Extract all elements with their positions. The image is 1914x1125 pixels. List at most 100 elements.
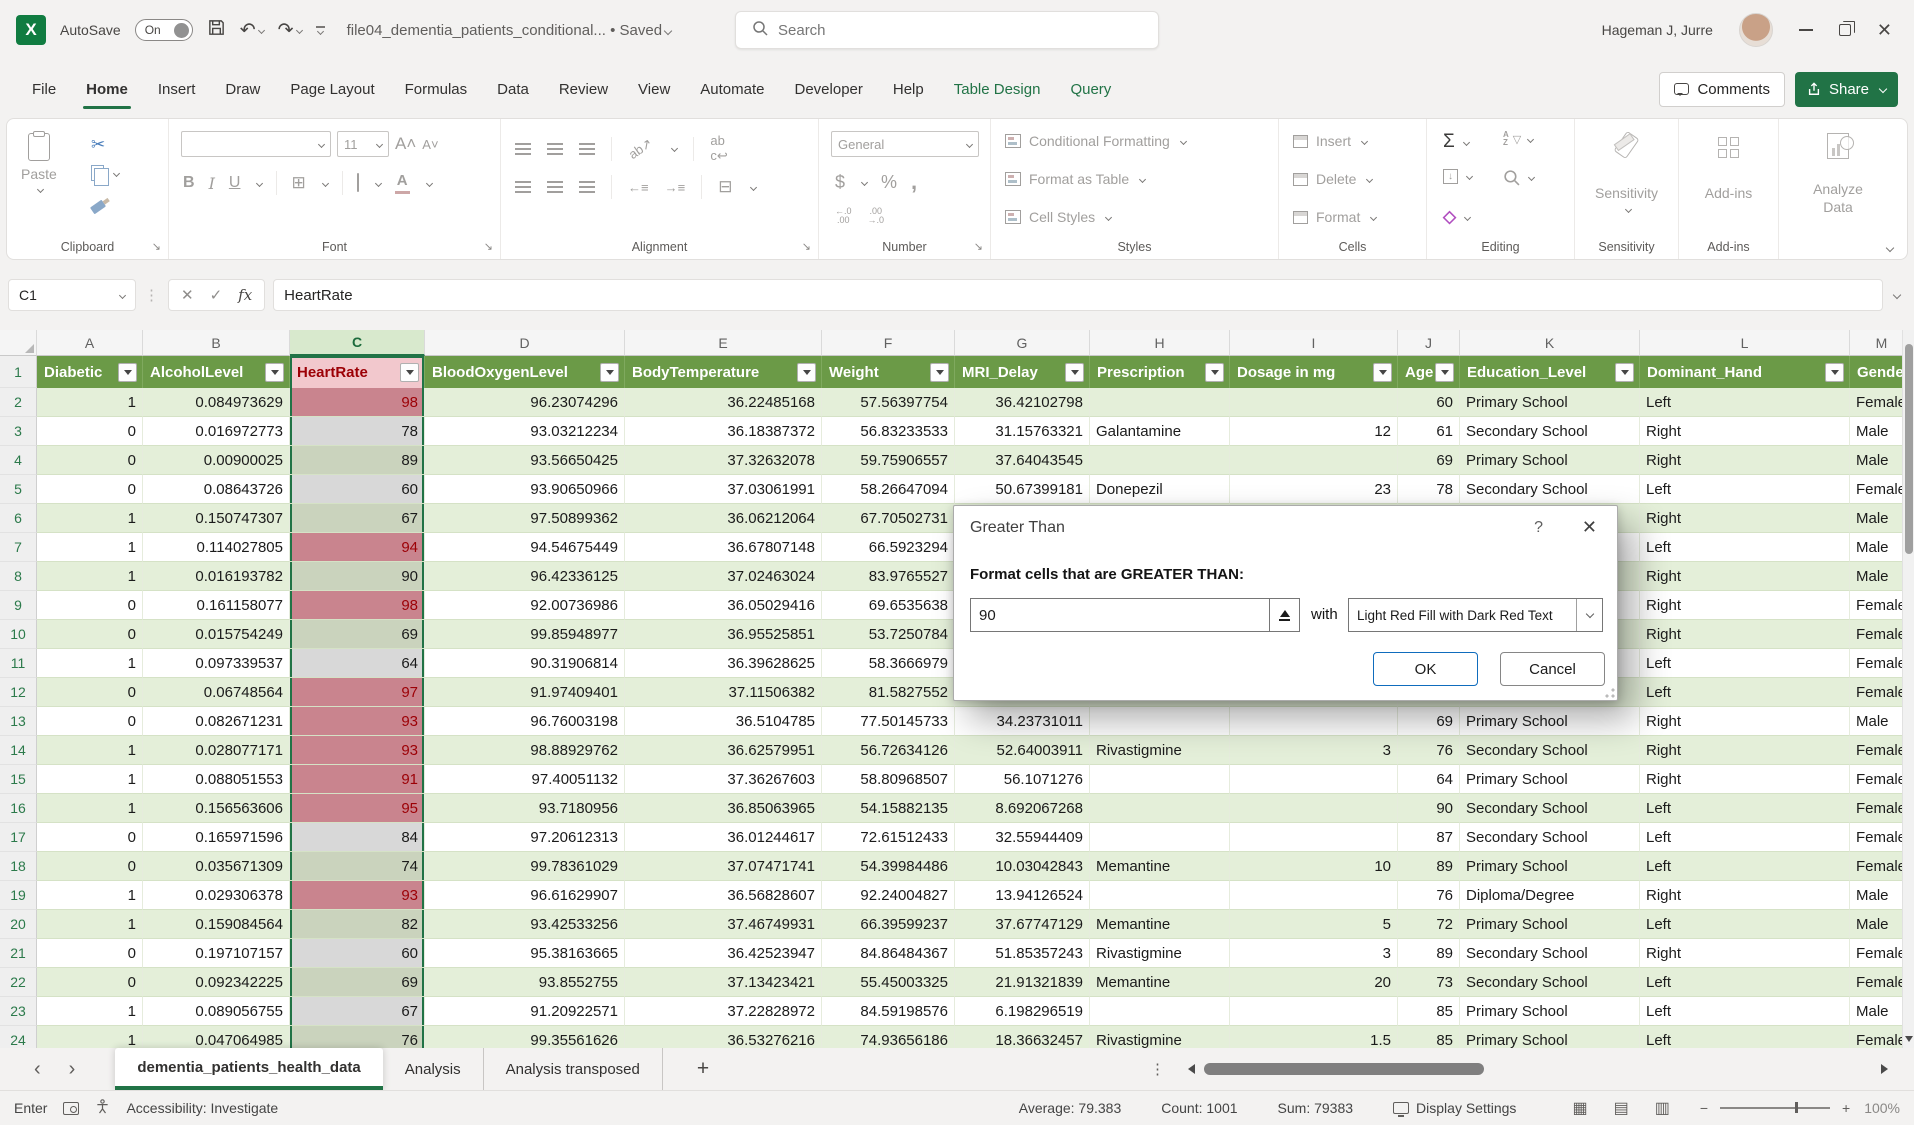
row-number-24[interactable]: 24 (0, 1026, 37, 1048)
row-number-17[interactable]: 17 (0, 823, 37, 852)
orientation-icon[interactable]: ab↗ (625, 134, 656, 162)
cell-K21[interactable]: Secondary School (1460, 939, 1640, 968)
font-name-combo[interactable] (181, 131, 331, 157)
cell-L23[interactable]: Left (1640, 997, 1850, 1026)
cell-C19[interactable]: 93 (290, 881, 425, 910)
cell-L21[interactable]: Right (1640, 939, 1850, 968)
cell-K14[interactable]: Secondary School (1460, 736, 1640, 765)
horizontal-scrollbar[interactable] (1188, 1061, 1888, 1077)
font-dialog-launcher[interactable]: ↘ (483, 241, 493, 253)
cell-D12[interactable]: 91.97409401 (425, 678, 625, 707)
row-number-10[interactable]: 10 (0, 620, 37, 649)
menu-tab-data[interactable]: Data (497, 80, 529, 98)
cell-C5[interactable]: 60 (290, 475, 425, 504)
cell-C23[interactable]: 67 (290, 997, 425, 1026)
cell-K22[interactable]: Secondary School (1460, 968, 1640, 997)
cell-B13[interactable]: 0.082671231 (143, 707, 290, 736)
cell-J15[interactable]: 64 (1398, 765, 1460, 794)
cell-E11[interactable]: 36.39628625 (625, 649, 822, 678)
column-letter-I[interactable]: I (1230, 330, 1398, 356)
column-letter-L[interactable]: L (1640, 330, 1850, 356)
cell-E4[interactable]: 37.32632078 (625, 446, 822, 475)
cell-B20[interactable]: 0.159084564 (143, 910, 290, 939)
cell-F11[interactable]: 58.3666979 (822, 649, 955, 678)
cell-D23[interactable]: 91.20922571 (425, 997, 625, 1026)
cell-B23[interactable]: 0.089056755 (143, 997, 290, 1026)
cell-I13[interactable] (1230, 707, 1398, 736)
cell-A3[interactable]: 0 (37, 417, 143, 446)
cell-I20[interactable]: 5 (1230, 910, 1398, 939)
header-bodytemperature[interactable]: BodyTemperature (625, 356, 822, 388)
dialog-title[interactable]: Greater Than (970, 519, 1065, 536)
zoom-percent[interactable]: 100% (1864, 1100, 1900, 1116)
paste-button[interactable]: Paste (21, 131, 57, 194)
cell-A9[interactable]: 0 (37, 591, 143, 620)
cell-A12[interactable]: 0 (37, 678, 143, 707)
cell-E17[interactable]: 36.01244617 (625, 823, 822, 852)
cell-A11[interactable]: 1 (37, 649, 143, 678)
cell-D21[interactable]: 95.38163665 (425, 939, 625, 968)
cell-L9[interactable]: Right (1640, 591, 1850, 620)
cell-E21[interactable]: 36.42523947 (625, 939, 822, 968)
cell-J24[interactable]: 85 (1398, 1026, 1460, 1048)
row-number-5[interactable]: 5 (0, 475, 37, 504)
cell-D10[interactable]: 99.85948977 (425, 620, 625, 649)
cell-D3[interactable]: 93.03212234 (425, 417, 625, 446)
cell-F15[interactable]: 58.80968507 (822, 765, 955, 794)
menu-tab-draw[interactable]: Draw (225, 80, 261, 98)
display-settings-button[interactable]: Display Settings (1393, 1100, 1516, 1117)
select-all-corner[interactable] (0, 330, 37, 356)
user-name[interactable]: Hageman J, Jurre (1601, 22, 1713, 38)
align-center-icon[interactable] (547, 181, 563, 193)
scroll-down-icon[interactable] (1905, 1036, 1913, 1042)
copy-button[interactable] (91, 165, 121, 186)
cell-G17[interactable]: 32.55944409 (955, 823, 1090, 852)
cell-J17[interactable]: 87 (1398, 823, 1460, 852)
cell-styles-button[interactable]: Cell Styles (1005, 209, 1113, 225)
cell-D18[interactable]: 99.78361029 (425, 852, 625, 881)
cell-F6[interactable]: 67.70502731 (822, 504, 955, 533)
cell-A8[interactable]: 1 (37, 562, 143, 591)
cell-I23[interactable] (1230, 997, 1398, 1026)
cell-J2[interactable]: 60 (1398, 388, 1460, 417)
cell-E6[interactable]: 36.06212064 (625, 504, 822, 533)
cell-H13[interactable] (1090, 707, 1230, 736)
underline-button[interactable]: U (228, 174, 241, 191)
document-title[interactable]: file04_dementia_patients_conditional... … (347, 22, 673, 39)
format-as-table-button[interactable]: Format as Table (1005, 171, 1147, 187)
cell-I21[interactable]: 3 (1230, 939, 1398, 968)
cell-I19[interactable] (1230, 881, 1398, 910)
restore-button[interactable] (1838, 21, 1855, 36)
row-number-20[interactable]: 20 (0, 910, 37, 939)
alignment-dialog-launcher[interactable]: ↘ (801, 241, 811, 253)
cell-A14[interactable]: 1 (37, 736, 143, 765)
font-color-button[interactable]: A (394, 172, 410, 194)
cell-E13[interactable]: 36.5104785 (625, 707, 822, 736)
cell-E9[interactable]: 36.05029416 (625, 591, 822, 620)
scroll-right-icon[interactable] (1881, 1064, 1888, 1074)
row-number-22[interactable]: 22 (0, 968, 37, 997)
filter-icon[interactable] (797, 362, 816, 382)
comma-style-icon[interactable]: , (911, 169, 918, 194)
cell-H19[interactable] (1090, 881, 1230, 910)
fill-button[interactable]: ↓ (1443, 169, 1474, 184)
cell-C8[interactable]: 90 (290, 562, 425, 591)
clear-button[interactable]: ◇ (1443, 207, 1472, 227)
cell-L14[interactable]: Right (1640, 736, 1850, 765)
cell-F24[interactable]: 74.93656186 (822, 1026, 955, 1048)
cell-I16[interactable] (1230, 794, 1398, 823)
cell-A19[interactable]: 1 (37, 881, 143, 910)
filter-icon[interactable] (118, 362, 137, 382)
column-letter-H[interactable]: H (1090, 330, 1230, 356)
cell-E12[interactable]: 37.11506382 (625, 678, 822, 707)
cell-B2[interactable]: 0.084973629 (143, 388, 290, 417)
cell-K18[interactable]: Primary School (1460, 852, 1640, 881)
fill-color-button[interactable] (356, 173, 359, 192)
column-letter-C[interactable]: C (290, 330, 425, 356)
filter-icon[interactable] (930, 362, 949, 382)
cell-J18[interactable]: 89 (1398, 852, 1460, 881)
header-diabetic[interactable]: Diabetic (37, 356, 143, 388)
cell-A10[interactable]: 0 (37, 620, 143, 649)
decrease-indent-icon[interactable]: ←≡ (628, 179, 649, 195)
menu-tab-file[interactable]: File (32, 80, 57, 98)
